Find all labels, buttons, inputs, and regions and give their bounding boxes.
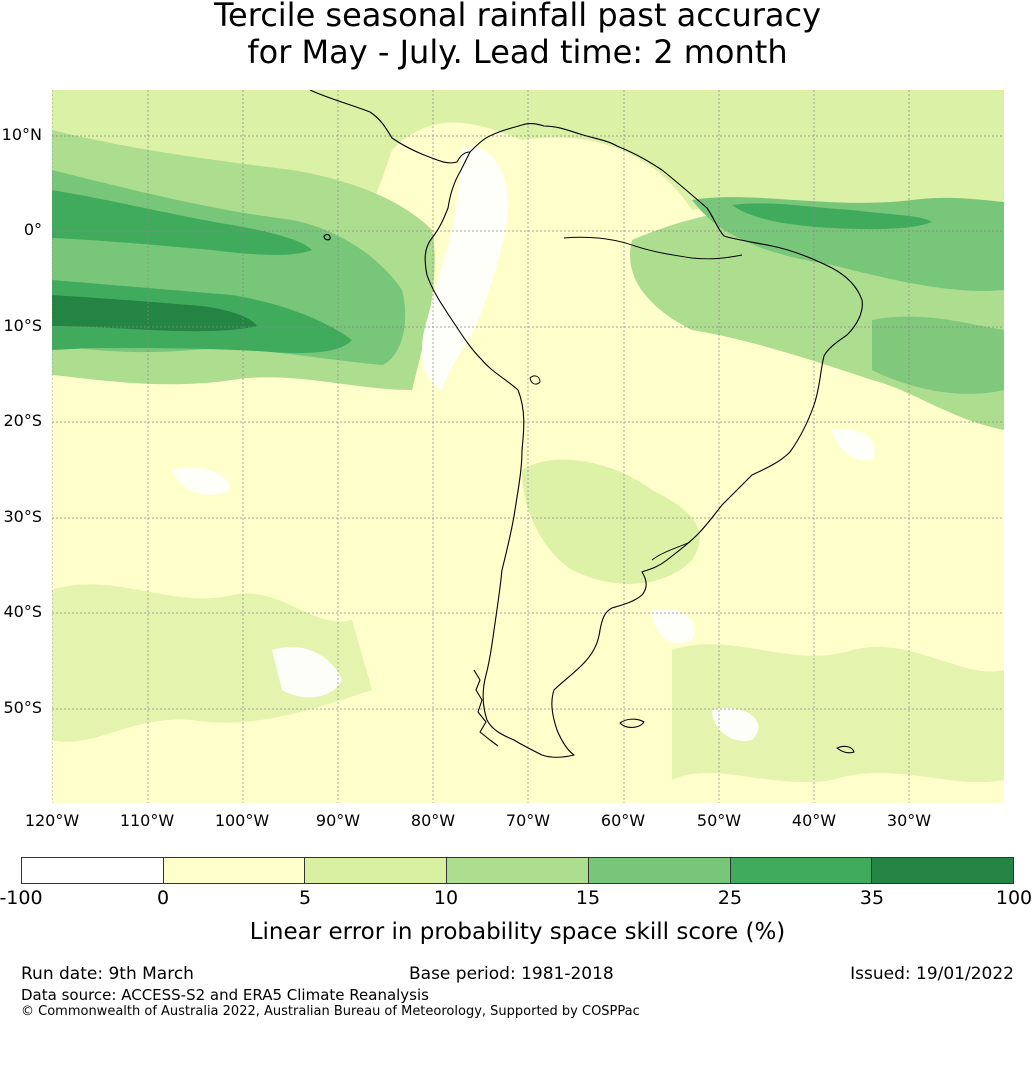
lon-label-70w: 70°W: [505, 811, 551, 830]
coastline-amazon-river: [563, 236, 743, 260]
coastline-falklands: [619, 718, 645, 728]
colorbar-label: Linear error in probability space skill …: [249, 919, 786, 945]
lon-label-110w: 110°W: [119, 811, 175, 830]
colorbar-tick: 15: [575, 887, 601, 909]
colorbar-tick: 5: [298, 887, 312, 909]
coastline-chile-islands: [473, 669, 499, 747]
zone-pale-green-south-pacific: [52, 584, 372, 742]
lon-label-120w: 120°W: [24, 811, 80, 830]
copyright: © Commonwealth of Australia 2022, Austra…: [21, 1004, 640, 1019]
lon-label-40w: 40°W: [791, 811, 837, 830]
colorbar-tick: 0: [156, 887, 170, 909]
run-date: Run date: 9th March: [21, 964, 194, 984]
lon-label-50w: 50°W: [696, 811, 742, 830]
colorbar-segment: [305, 858, 448, 883]
data-source: Data source: ACCESS-S2 and ERA5 Climate …: [21, 986, 429, 1004]
lon-label-100w: 100°W: [214, 811, 270, 830]
coastline-rio-de-la-plata: [651, 541, 691, 561]
colorbar-segment: [163, 858, 306, 883]
coastline-galapagos: [323, 234, 331, 241]
colorbar-segment: [22, 858, 164, 883]
lon-label-30w: 30°W: [886, 811, 932, 830]
map-title-line2: for May - July. Lead time: 2 month: [247, 33, 788, 71]
lat-label-10s: 10°S: [3, 316, 42, 335]
lat-label-10n: 10°N: [1, 125, 42, 144]
zone-mid-green-brazil-coast: [872, 316, 1004, 394]
map-title-line1: Tercile seasonal rainfall past accuracy: [213, 0, 822, 34]
colorbar-tick: 25: [717, 887, 743, 909]
base-period: Base period: 1981-2018: [409, 964, 614, 984]
zone-dark-green-atlantic: [732, 203, 932, 230]
colorbar-tick: 100: [995, 887, 1033, 909]
colorbar-tick: -100: [0, 887, 43, 909]
colorbar-tick: 10: [433, 887, 459, 909]
issued-date: Issued: 19/01/2022: [850, 964, 1014, 984]
lon-label-90w: 90°W: [315, 811, 361, 830]
lat-label-0: 0°: [23, 220, 42, 239]
skill-score-map: [52, 90, 1004, 803]
map-canvas: [52, 90, 1004, 803]
coastline-south-georgia: [836, 745, 855, 754]
zone-white-andes: [422, 147, 508, 390]
graticule: [52, 90, 1004, 803]
coastline-central-america: [309, 90, 471, 164]
lat-label-30s: 30°S: [3, 507, 42, 526]
colorbar-tick: 35: [859, 887, 885, 909]
lat-label-50s: 50°S: [3, 698, 42, 717]
lat-label-40s: 40°S: [3, 602, 42, 621]
zone-light-green-argentina: [522, 459, 700, 584]
colorbar-segment: [872, 858, 1014, 883]
coastline-lake-titicaca: [529, 375, 541, 385]
skill-zones: [52, 90, 1004, 783]
zone-darkest-green-pacific: [52, 295, 257, 332]
colorbar-segment: [588, 858, 731, 883]
colorbar-segment: [447, 858, 589, 883]
coastline-south-america: [424, 122, 863, 758]
zone-dark-green-equator: [52, 190, 312, 255]
zone-pale-green-south-atlantic: [672, 644, 1004, 783]
colorbar-segment: [730, 858, 873, 883]
lat-label-20s: 20°S: [3, 411, 42, 430]
lon-label-60w: 60°W: [600, 811, 646, 830]
coastlines: [309, 90, 863, 758]
colorbar: [21, 857, 1014, 884]
lon-label-80w: 80°W: [410, 811, 456, 830]
